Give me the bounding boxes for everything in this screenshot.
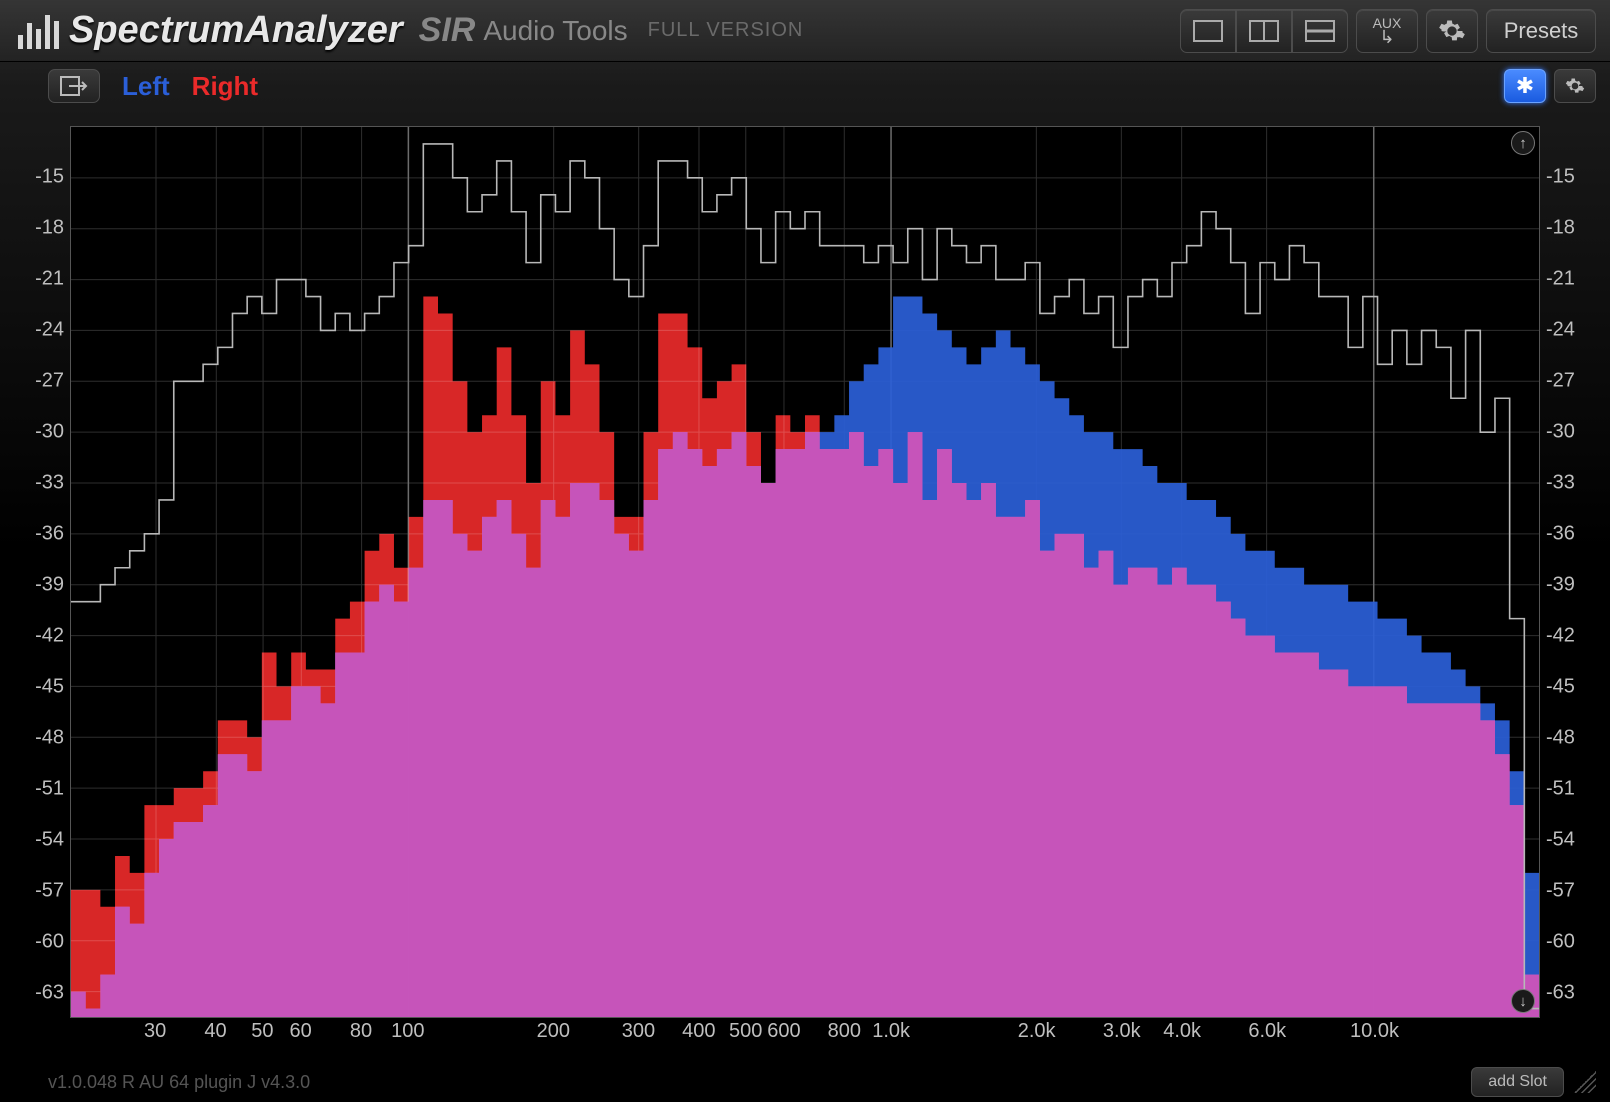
arrow-down-icon: ↓	[1519, 993, 1527, 1010]
x-tick-label: 30	[144, 1020, 166, 1043]
x-tick-label: 80	[350, 1020, 372, 1043]
y-tick-label: -45	[1546, 675, 1592, 698]
scroll-down-button[interactable]: ↓	[1511, 989, 1535, 1013]
x-tick-label: 40	[204, 1020, 226, 1043]
y-tick-label: -33	[18, 471, 64, 494]
y-tick-label: -48	[18, 726, 64, 749]
y-tick-label: -51	[18, 777, 64, 800]
y-tick-label: -39	[18, 573, 64, 596]
y-tick-label: -33	[1546, 471, 1592, 494]
channel-right-toggle[interactable]: Right	[192, 71, 258, 102]
y-tick-label: -60	[18, 930, 64, 953]
view-mode-group	[1180, 9, 1348, 53]
y-tick-label: -36	[18, 522, 64, 545]
x-tick-label: 10.0k	[1350, 1020, 1399, 1043]
gear-icon	[1438, 17, 1466, 45]
view-split-h-button[interactable]	[1292, 9, 1348, 53]
export-icon: ↳	[1379, 28, 1394, 46]
add-slot-label: add Slot	[1488, 1073, 1547, 1091]
y-tick-label: -57	[1546, 879, 1592, 902]
license-label: FULL VERSION	[648, 19, 804, 42]
spectrum-chart: -15 -18 -21 -24 -27 -30 -33 -36 -39 -42 -45 -48 -51 -…	[18, 112, 1592, 1048]
x-tick-label: 100	[391, 1020, 424, 1043]
y-tick-label: -15	[1546, 165, 1592, 188]
x-tick-label: 6.0k	[1248, 1020, 1286, 1043]
x-tick-label: 2.0k	[1018, 1020, 1056, 1043]
y-tick-label: -51	[1546, 777, 1592, 800]
brand-prefix: SIR	[419, 11, 476, 50]
y-tick-label: -30	[18, 420, 64, 443]
snowflake-icon: ✱	[1516, 73, 1534, 99]
y-axis-right: -15 -18 -21 -24 -27 -30 -33 -36 -39 -42 -45 -48 -51 -…	[1546, 126, 1592, 1018]
brand-suffix: Audio Tools	[483, 15, 627, 47]
y-tick-label: -27	[1546, 369, 1592, 392]
y-tick-label: -42	[1546, 624, 1592, 647]
resize-grip[interactable]	[1574, 1071, 1596, 1093]
top-toolbar: SpectrumAnalyzer SIR Audio Tools FULL VE…	[0, 0, 1610, 62]
product-title: SpectrumAnalyzer	[69, 9, 403, 52]
gear-icon	[1565, 76, 1585, 96]
y-tick-label: -60	[1546, 930, 1592, 953]
y-tick-label: -21	[18, 267, 64, 290]
version-text: v1.0.048 R AU 64 plugin J v4.3.0	[48, 1072, 310, 1093]
x-tick-label: 50	[251, 1020, 273, 1043]
slot-settings-button[interactable]	[1554, 69, 1596, 103]
split-v-icon	[1249, 20, 1279, 42]
x-axis: 30 40 50 60 80 100 200 300 400 500600 800 1.0k 2.0k 3…	[70, 1020, 1540, 1048]
x-tick-label: 500	[729, 1020, 762, 1043]
x-tick-label: 300	[622, 1020, 655, 1043]
y-tick-label: -45	[18, 675, 64, 698]
x-tick-label: 200	[537, 1020, 570, 1043]
y-tick-label: -42	[18, 624, 64, 647]
y-tick-label: -15	[18, 165, 64, 188]
view-split-v-button[interactable]	[1236, 9, 1292, 53]
logo-icon	[18, 13, 59, 49]
y-tick-label: -36	[1546, 522, 1592, 545]
x-tick-label: 4.0k	[1163, 1020, 1201, 1043]
slot-row: Left Right ✱	[0, 62, 1610, 110]
freeze-button[interactable]: ✱	[1504, 69, 1546, 103]
presets-button[interactable]: Presets	[1486, 9, 1596, 53]
add-slot-button[interactable]: add Slot	[1471, 1067, 1564, 1097]
y-axis-left: -15 -18 -21 -24 -27 -30 -33 -36 -39 -42 -45 -48 -51 -…	[18, 126, 64, 1018]
y-tick-label: -24	[18, 318, 64, 341]
split-h-icon	[1305, 20, 1335, 42]
y-tick-label: -54	[18, 828, 64, 851]
view-single-button[interactable]	[1180, 9, 1236, 53]
y-tick-label: -30	[1546, 420, 1592, 443]
y-tick-label: -18	[1546, 216, 1592, 239]
y-tick-label: -39	[1546, 573, 1592, 596]
y-tick-label: -54	[1546, 828, 1592, 851]
y-tick-label: -21	[1546, 267, 1592, 290]
single-pane-icon	[1193, 20, 1223, 42]
spectrum-plot[interactable]: ↑ ↓	[70, 126, 1540, 1018]
x-tick-label: 1.0k	[872, 1020, 910, 1043]
x-tick-label: 60	[289, 1020, 311, 1043]
x-tick-label: 800	[828, 1020, 861, 1043]
y-tick-label: -27	[18, 369, 64, 392]
presets-label: Presets	[1504, 18, 1579, 44]
y-tick-label: -24	[1546, 318, 1592, 341]
arrow-up-icon: ↑	[1519, 135, 1527, 152]
input-icon	[60, 76, 88, 96]
x-tick-label: 3.0k	[1103, 1020, 1141, 1043]
y-tick-label: -48	[1546, 726, 1592, 749]
x-tick-label: 600	[767, 1020, 800, 1043]
scroll-up-button[interactable]: ↑	[1511, 131, 1535, 155]
y-tick-label: -57	[18, 879, 64, 902]
input-routing-button[interactable]	[48, 69, 100, 103]
y-tick-label: -63	[18, 981, 64, 1004]
x-tick-label: 400	[682, 1020, 715, 1043]
channel-left-toggle[interactable]: Left	[122, 71, 170, 102]
footer: v1.0.048 R AU 64 plugin J v4.3.0 add Slo…	[0, 1062, 1610, 1102]
settings-button[interactable]	[1426, 9, 1478, 53]
aux-export-button[interactable]: AUX ↳	[1356, 9, 1418, 53]
y-tick-label: -63	[1546, 981, 1592, 1004]
y-tick-label: -18	[18, 216, 64, 239]
